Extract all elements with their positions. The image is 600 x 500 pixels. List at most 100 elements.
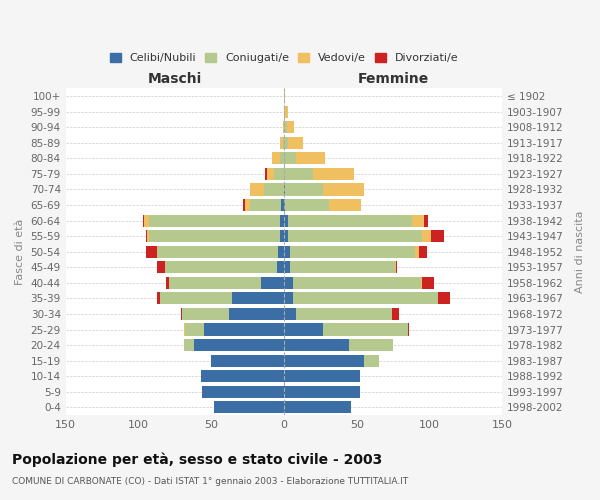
Bar (278, 246, 284, 258)
Bar (147, 230, 149, 242)
Bar (185, 324, 204, 336)
Bar (284, 277, 293, 289)
Bar (157, 292, 160, 304)
Bar (201, 370, 284, 382)
Text: Popolazione per età, sesso e stato civile - 2003: Popolazione per età, sesso e stato civil… (12, 452, 382, 467)
Bar (395, 261, 396, 274)
Bar (296, 152, 325, 164)
Bar (284, 121, 287, 134)
Bar (284, 339, 349, 351)
Bar (290, 246, 415, 258)
Bar (284, 261, 290, 274)
Bar (204, 324, 284, 336)
Bar (184, 324, 185, 336)
Bar (280, 230, 284, 242)
Bar (157, 246, 278, 258)
Bar (211, 354, 284, 366)
Bar (284, 370, 359, 382)
Bar (284, 292, 293, 304)
Bar (144, 214, 149, 226)
Bar (149, 230, 280, 242)
Bar (146, 246, 157, 258)
Bar (284, 324, 323, 336)
Bar (293, 292, 438, 304)
Bar (280, 136, 283, 149)
Bar (284, 230, 289, 242)
Bar (184, 339, 194, 351)
Bar (229, 308, 284, 320)
Bar (419, 246, 427, 258)
Bar (284, 308, 296, 320)
Bar (349, 339, 393, 351)
Bar (284, 136, 289, 149)
Bar (284, 152, 296, 164)
Bar (283, 121, 284, 134)
Bar (250, 184, 263, 196)
Bar (392, 308, 399, 320)
Bar (286, 199, 329, 211)
Bar (286, 184, 323, 196)
Bar (415, 246, 419, 258)
Bar (166, 277, 169, 289)
Text: COMUNE DI CARBONATE (CO) - Dati ISTAT 1° gennaio 2003 - Elaborazione TUTTITALIA.: COMUNE DI CARBONATE (CO) - Dati ISTAT 1°… (12, 478, 408, 486)
Bar (146, 230, 147, 242)
Bar (266, 168, 274, 180)
Bar (284, 90, 286, 102)
Bar (265, 168, 266, 180)
Bar (169, 277, 260, 289)
Bar (194, 339, 284, 351)
Bar (438, 292, 450, 304)
Bar (280, 214, 284, 226)
Bar (284, 354, 364, 366)
Bar (277, 261, 284, 274)
Bar (284, 199, 286, 211)
Bar (296, 308, 392, 320)
Text: Maschi: Maschi (148, 72, 202, 86)
Bar (281, 199, 284, 211)
Bar (323, 324, 407, 336)
Bar (293, 277, 421, 289)
Bar (431, 230, 444, 242)
Text: Femmine: Femmine (358, 72, 429, 86)
Bar (407, 324, 409, 336)
Bar (422, 230, 431, 242)
Bar (329, 199, 361, 211)
Bar (424, 214, 428, 226)
Bar (250, 199, 281, 211)
Bar (290, 261, 395, 274)
Bar (284, 386, 359, 398)
Bar (284, 214, 289, 226)
Bar (396, 261, 397, 274)
Bar (323, 184, 364, 196)
Y-axis label: Anni di nascita: Anni di nascita (575, 210, 585, 293)
Y-axis label: Fasce di età: Fasce di età (15, 218, 25, 285)
Bar (202, 386, 284, 398)
Bar (422, 277, 434, 289)
Bar (245, 199, 250, 211)
Bar (149, 214, 280, 226)
Bar (286, 106, 289, 118)
Bar (160, 292, 232, 304)
Bar (232, 292, 284, 304)
Bar (214, 402, 284, 413)
Bar (274, 168, 284, 180)
Bar (143, 214, 144, 226)
Bar (181, 308, 182, 320)
Bar (364, 354, 379, 366)
Bar (284, 184, 286, 196)
Bar (284, 168, 313, 180)
Bar (283, 136, 284, 149)
Bar (421, 277, 422, 289)
Bar (289, 214, 412, 226)
Bar (243, 199, 245, 211)
Bar (260, 277, 284, 289)
Bar (313, 168, 354, 180)
Bar (263, 184, 284, 196)
Bar (182, 308, 229, 320)
Bar (289, 230, 422, 242)
Bar (157, 261, 164, 274)
Bar (284, 106, 286, 118)
Bar (284, 246, 290, 258)
Bar (280, 152, 284, 164)
Bar (272, 152, 280, 164)
